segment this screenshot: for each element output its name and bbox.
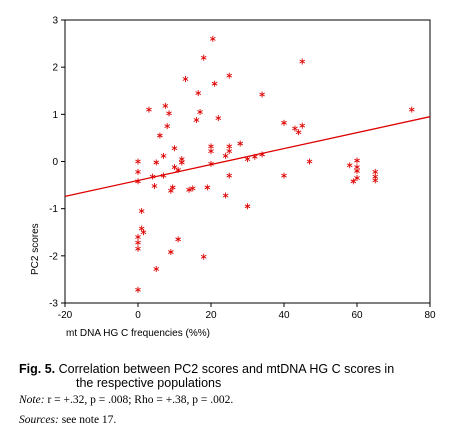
data-point xyxy=(168,249,174,256)
x-axis: -20 0 20 40 60 80 xyxy=(58,303,436,321)
data-point xyxy=(135,239,141,246)
x-tick-label: 0 xyxy=(135,310,141,321)
sources-line: Sources: see note 17. xyxy=(19,414,449,426)
data-point xyxy=(354,167,360,174)
data-point xyxy=(186,186,192,193)
data-point xyxy=(189,185,196,192)
caption-line-1: Correlation between PC2 scores and mtDNA… xyxy=(55,362,395,376)
data-point xyxy=(226,72,233,79)
data-point xyxy=(354,175,360,182)
y-tick-label: -3 xyxy=(49,299,58,310)
data-point xyxy=(299,58,306,65)
data-point xyxy=(175,166,181,173)
scatter-plot: 3 2 1 0 -1 -2 -3 -20 0 20 40 60 80 PC2 scores mt DN… xyxy=(30,16,436,340)
data-point xyxy=(193,116,200,123)
data-point xyxy=(204,184,211,191)
figure-caption: Fig. 5. Correlation between PC2 scores a… xyxy=(19,362,449,390)
data-point xyxy=(135,178,141,185)
data-point xyxy=(135,233,141,240)
y-axis-label: PC2 scores xyxy=(30,223,41,275)
sources-label: Sources: xyxy=(19,414,59,426)
data-point xyxy=(178,156,185,163)
x-tick-label: 60 xyxy=(351,310,363,321)
data-point xyxy=(259,151,265,158)
data-point xyxy=(226,143,233,150)
data-point xyxy=(354,157,360,164)
data-point xyxy=(160,152,167,159)
data-point xyxy=(135,286,141,293)
x-tick-label: -20 xyxy=(58,310,73,321)
data-point xyxy=(215,115,222,122)
data-point xyxy=(259,91,265,98)
data-point xyxy=(175,236,181,243)
data-points xyxy=(135,35,415,293)
y-tick-label: 2 xyxy=(52,63,58,74)
data-point xyxy=(372,177,379,184)
data-point xyxy=(162,102,169,109)
data-point xyxy=(157,132,163,139)
x-tick-label: 40 xyxy=(278,310,290,321)
data-point xyxy=(237,140,244,147)
data-point xyxy=(211,80,218,87)
data-point xyxy=(195,90,202,97)
data-point xyxy=(135,158,141,165)
data-point xyxy=(244,203,251,210)
y-tick-label: -2 xyxy=(49,251,58,262)
sources-text: see note 17. xyxy=(58,414,117,426)
data-point xyxy=(169,184,176,191)
data-point xyxy=(350,178,357,185)
data-point xyxy=(346,162,353,169)
y-tick-label: 1 xyxy=(52,110,58,121)
caption-line-2: the respective populations xyxy=(76,376,222,390)
data-point xyxy=(208,160,214,167)
data-point xyxy=(182,75,189,82)
data-point xyxy=(160,172,167,179)
x-tick-label: 20 xyxy=(205,310,217,321)
data-point xyxy=(135,245,141,252)
data-point xyxy=(171,164,178,171)
y-axis: 3 2 1 0 -1 -2 -3 xyxy=(49,16,65,310)
data-point xyxy=(226,172,233,179)
data-point xyxy=(146,106,152,113)
data-point xyxy=(153,266,160,273)
data-point xyxy=(281,119,287,126)
data-point xyxy=(197,108,203,115)
y-tick-label: -1 xyxy=(49,204,58,215)
data-point xyxy=(164,123,171,130)
note-line: Note: r = +.32, p = .008; Rho = +.38, p … xyxy=(19,394,449,406)
data-point xyxy=(200,54,207,61)
data-point xyxy=(222,152,229,159)
data-point xyxy=(244,156,251,163)
data-point xyxy=(281,172,287,179)
note-text: r = +.32, p = .008; Rho = +.38, p = .002… xyxy=(44,394,234,406)
data-point xyxy=(408,106,415,113)
data-point xyxy=(138,208,145,215)
note-label: Note: xyxy=(19,394,45,406)
data-point xyxy=(140,229,147,236)
data-point xyxy=(208,143,214,150)
figure-label: Fig. 5. xyxy=(19,362,56,376)
data-point xyxy=(299,122,306,129)
data-point xyxy=(151,183,158,190)
data-point xyxy=(135,168,141,175)
data-point xyxy=(251,153,258,160)
data-point xyxy=(153,159,160,166)
data-point xyxy=(210,35,216,42)
data-point xyxy=(306,158,313,165)
data-point xyxy=(149,173,156,180)
y-tick-label: 0 xyxy=(52,157,58,168)
data-point xyxy=(222,192,229,199)
data-point xyxy=(292,125,298,132)
data-point xyxy=(166,110,172,117)
data-point xyxy=(200,253,207,260)
x-axis-label: mt DNA HG C frequencies (%%) xyxy=(66,328,210,339)
data-point xyxy=(295,129,302,136)
x-tick-label: 80 xyxy=(424,310,436,321)
y-tick-label: 3 xyxy=(52,16,58,27)
data-point xyxy=(171,145,178,152)
